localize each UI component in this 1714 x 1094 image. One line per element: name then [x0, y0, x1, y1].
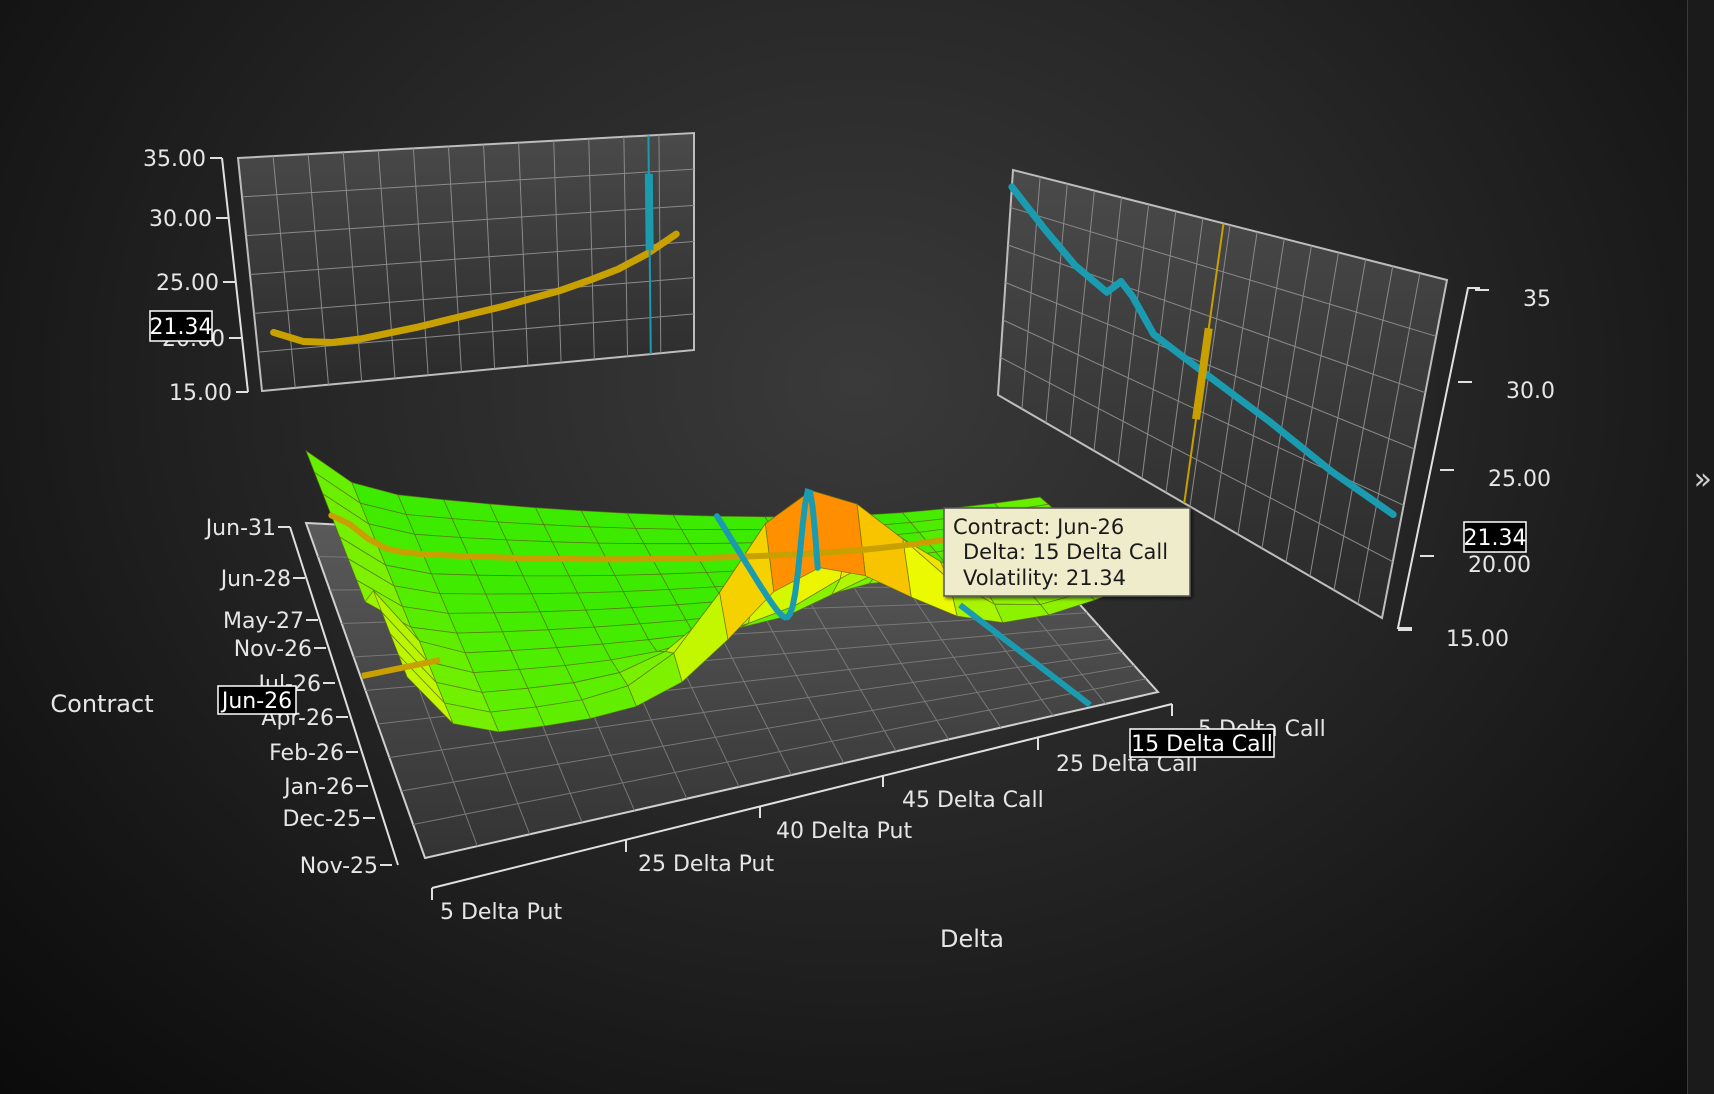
- contract-tick-label: Nov-26: [234, 637, 312, 662]
- surface-patch: [493, 611, 550, 633]
- delta-tick-label: 45 Delta Call: [902, 788, 1044, 813]
- term-wall-grid-line: [1005, 282, 1415, 450]
- surface-patch: [614, 573, 670, 593]
- contract-highlight-box: [217, 685, 297, 715]
- surface-patch: [476, 574, 533, 595]
- surface-patch: [626, 512, 683, 530]
- contract-axis: [289, 526, 399, 866]
- z-tick-label-left: 25.00: [156, 271, 219, 296]
- surface-patch: [501, 629, 558, 652]
- floor-grid-line: [401, 665, 1135, 792]
- surface-patch: [456, 631, 512, 654]
- floor-smile-projection: [361, 657, 441, 679]
- z-tick-label-right: 15.00: [1446, 627, 1509, 652]
- surface-patch: [543, 524, 599, 544]
- smile-wall-grid-line: [249, 241, 695, 275]
- contract-tick-label: Jan-26: [282, 775, 354, 800]
- term-wall-grid-line: [1000, 357, 1394, 563]
- delta-axis-title: Delta: [940, 925, 1004, 953]
- floor-grid-line: [413, 678, 1147, 825]
- surface-patch: [589, 526, 645, 545]
- term-structure-line: [1008, 183, 1397, 518]
- side-panel: »: [1687, 0, 1714, 1094]
- z-tick-label-right: 20.00: [1468, 553, 1531, 578]
- tooltip-volatility: Volatility: 21.34: [963, 566, 1126, 590]
- z-tick-label-right: 25.00: [1488, 467, 1551, 492]
- z-highlight-left: 21.34: [149, 310, 213, 342]
- z-highlight-box-right: [1463, 521, 1527, 553]
- smile-curve-line: [270, 230, 680, 347]
- z-tick-label-left: 15.00: [169, 381, 232, 406]
- surface-patch: [464, 650, 520, 674]
- z-highlight-box-left: [149, 310, 213, 342]
- contract-axis-title: Contract: [50, 690, 153, 718]
- surface-patch: [634, 527, 691, 545]
- delta-axis: [431, 703, 1173, 889]
- z-highlight-value-left: 21.34: [150, 315, 213, 340]
- surface-patch: [485, 593, 541, 614]
- z-tick-label-right: 30.0: [1506, 379, 1555, 404]
- term-wall-grid-line: [1010, 207, 1437, 337]
- floor-term-projection: [958, 602, 1092, 708]
- contract-tick-label: May-27: [223, 609, 304, 634]
- surface-term-slice: [714, 487, 821, 621]
- tooltip-box: [943, 507, 1191, 597]
- double-chevron-right-icon[interactable]: »: [1693, 462, 1712, 497]
- surface-patch: [430, 573, 487, 595]
- surface-smile-slice: [328, 512, 1069, 563]
- surface-patch: [439, 593, 495, 614]
- contract-tick-label: Jun-28: [219, 567, 291, 592]
- contract-tick-label: Jun-31: [204, 516, 276, 541]
- z-axis-right: [1396, 287, 1480, 629]
- tooltip-delta: Delta: 15 Delta Call: [963, 540, 1168, 564]
- z-tick-label-left: 35.00: [143, 147, 206, 172]
- delta-highlight: 15 Delta Call: [1129, 728, 1275, 758]
- surface-patch: [530, 592, 587, 613]
- delta-highlight-box: [1129, 728, 1275, 758]
- z-axis-left: [221, 157, 249, 393]
- contract-highlight: Jun-26: [217, 685, 297, 715]
- contract-tick-label: Feb-26: [269, 741, 344, 766]
- smile-wall-grid-line: [253, 277, 695, 314]
- smile-selection-marker: [644, 173, 654, 251]
- tooltip-contract: Contract: Jun-26: [953, 515, 1124, 539]
- floor-grid-line: [389, 651, 1123, 758]
- surface-patch: [568, 574, 624, 594]
- z-highlight-right: 21.34: [1463, 521, 1527, 553]
- surface-patch: [522, 575, 579, 595]
- delta-tick-label: 40 Delta Put: [776, 819, 912, 844]
- smile-wall-grid-line: [245, 204, 695, 237]
- surface-patch: [576, 591, 633, 611]
- surface-patch: [539, 609, 595, 631]
- term-selection-marker: [1192, 327, 1213, 420]
- delta-highlight-value: 15 Delta Call: [1131, 732, 1273, 757]
- surface-patch: [660, 572, 716, 590]
- contract-highlight-value: Jun-26: [220, 689, 292, 714]
- z-tick-label-right: 35: [1523, 287, 1551, 312]
- delta-tick-label: 25 Delta Put: [638, 852, 774, 877]
- delta-tick-label: 5 Delta Put: [440, 900, 563, 925]
- smile-wall-grid-line: [241, 168, 695, 198]
- z-highlight-value-right: 21.34: [1464, 526, 1527, 551]
- z-tick-label-left: 30.00: [149, 207, 212, 232]
- contract-tick-label: Nov-25: [300, 854, 378, 879]
- contract-tick-label: Dec-25: [282, 807, 361, 832]
- surface-patch: [447, 612, 504, 634]
